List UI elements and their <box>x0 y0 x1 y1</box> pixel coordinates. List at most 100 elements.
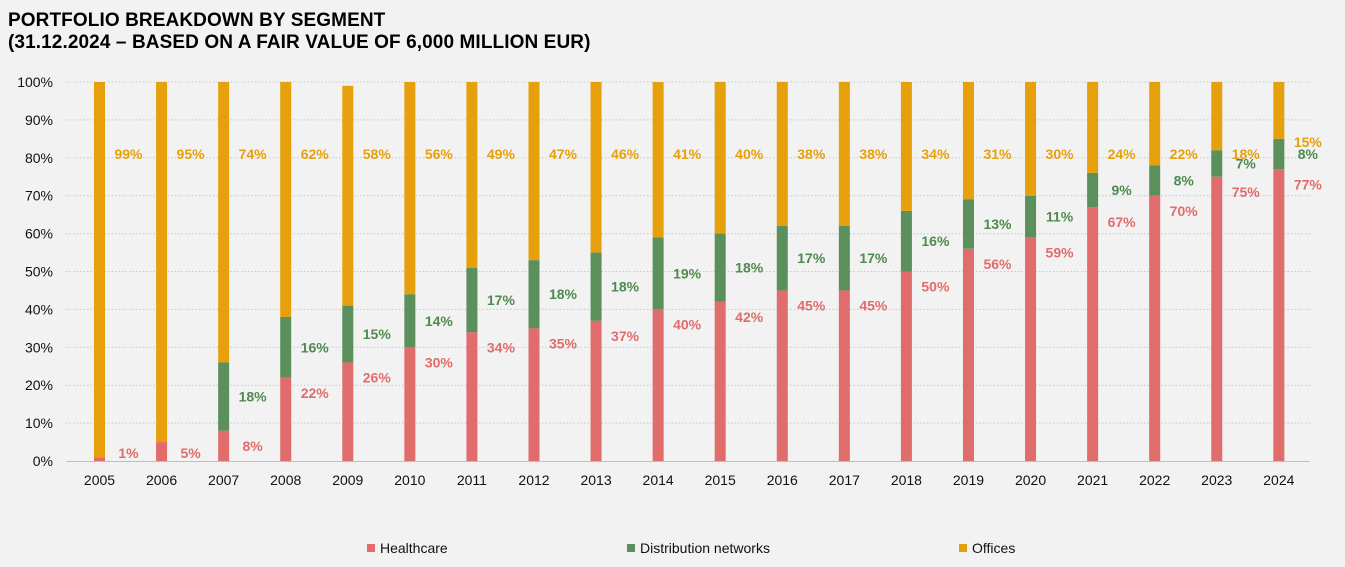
x-tick-label: 2024 <box>1263 472 1294 488</box>
data-label-offices: 22% <box>1170 146 1199 162</box>
bar-offices <box>962 82 974 200</box>
data-label-offices: 34% <box>921 146 950 162</box>
data-label-offices: 40% <box>735 146 764 162</box>
data-label-offices: 74% <box>239 146 268 162</box>
bar-offices <box>1273 82 1285 139</box>
data-label-healthcare: 37% <box>611 328 640 344</box>
data-label-healthcare: 1% <box>118 445 139 461</box>
bar-distribution <box>900 210 912 272</box>
bar-offices <box>94 82 105 458</box>
bar-distribution <box>714 233 726 302</box>
bar-offices <box>342 85 354 306</box>
data-label-offices: 24% <box>1108 146 1137 162</box>
data-label-distribution: 17% <box>859 250 888 266</box>
bar-offices <box>714 82 726 234</box>
y-tick-label: 50% <box>25 264 53 280</box>
x-tick-label: 2006 <box>146 472 177 488</box>
x-tick-label: 2023 <box>1201 472 1232 488</box>
data-label-distribution: 18% <box>611 279 640 295</box>
data-label-healthcare: 26% <box>363 370 392 386</box>
x-tick-label: 2009 <box>332 472 363 488</box>
bar-healthcare <box>900 271 912 461</box>
y-tick-label: 100% <box>17 74 53 90</box>
bar-distribution <box>590 252 602 321</box>
x-tick-label: 2010 <box>394 472 425 488</box>
data-label-healthcare: 34% <box>487 339 516 355</box>
x-tick-label: 2020 <box>1015 472 1046 488</box>
legend-label-offices: Offices <box>972 540 1016 556</box>
data-label-offices: 46% <box>611 146 640 162</box>
legend-swatch-distribution <box>627 544 635 552</box>
x-tick-label: 2011 <box>457 472 487 488</box>
bar-offices <box>590 82 602 253</box>
bar-distribution <box>218 362 230 431</box>
bar-healthcare <box>776 290 788 461</box>
bar-healthcare <box>714 301 726 461</box>
bar-healthcare <box>838 290 850 461</box>
legend-label-healthcare: Healthcare <box>380 540 448 556</box>
data-label-distribution: 18% <box>239 389 268 405</box>
bar-offices <box>1025 82 1037 196</box>
x-tick-label: 2021 <box>1077 472 1108 488</box>
bar-healthcare <box>280 377 292 461</box>
bar-distribution <box>1211 150 1223 177</box>
x-tick-label: 2015 <box>705 472 736 488</box>
data-label-offices: 99% <box>114 146 143 162</box>
data-label-healthcare: 22% <box>301 385 330 401</box>
bar-offices <box>776 82 788 227</box>
x-tick-label: 2017 <box>829 472 860 488</box>
data-label-healthcare: 75% <box>1232 184 1261 200</box>
data-label-distribution: 19% <box>673 265 702 281</box>
data-label-distribution: 15% <box>363 326 392 342</box>
data-label-distribution: 18% <box>735 260 764 276</box>
bar-distribution <box>1273 138 1285 170</box>
bar-distribution <box>1025 195 1037 238</box>
data-label-offices: 62% <box>301 146 330 162</box>
data-label-offices: 47% <box>549 146 578 162</box>
y-tick-label: 40% <box>25 301 53 317</box>
bar-offices <box>528 82 540 261</box>
legend-item-healthcare: Healthcare <box>367 540 448 556</box>
x-tick-label: 2008 <box>270 472 301 488</box>
y-tick-label: 0% <box>33 453 53 469</box>
y-tick-label: 20% <box>25 377 53 393</box>
legend-item-offices: Offices <box>959 540 1015 556</box>
bar-distribution <box>1087 172 1099 208</box>
x-tick-label: 2016 <box>767 472 798 488</box>
data-label-healthcare: 45% <box>859 298 888 314</box>
bar-healthcare <box>156 442 168 461</box>
bar-healthcare <box>342 362 354 461</box>
data-label-healthcare: 5% <box>180 445 201 461</box>
x-tick-label: 2013 <box>580 472 611 488</box>
data-label-distribution: 8% <box>1298 146 1319 162</box>
bar-distribution <box>280 316 292 378</box>
bar-healthcare <box>1025 237 1037 461</box>
data-label-offices: 95% <box>177 146 206 162</box>
bar-offices <box>466 82 478 268</box>
x-tick-label: 2022 <box>1139 472 1170 488</box>
bar-healthcare <box>652 309 664 461</box>
data-label-distribution: 14% <box>425 313 454 329</box>
data-label-healthcare: 8% <box>243 438 264 454</box>
chart-title: PORTFOLIO BREAKDOWN BY SEGMENT (31.12.20… <box>8 10 591 54</box>
bar-distribution <box>962 199 974 249</box>
bar-healthcare <box>528 328 540 461</box>
data-label-distribution: 7% <box>1236 155 1257 171</box>
bar-offices <box>1149 82 1161 166</box>
bar-offices <box>900 82 912 211</box>
legend-swatch-offices <box>959 544 967 552</box>
data-label-distribution: 16% <box>301 339 330 355</box>
y-tick-label: 30% <box>25 339 53 355</box>
chart-legend: Healthcare Distribution networks Offices <box>0 540 1345 560</box>
data-label-distribution: 11% <box>1046 209 1074 225</box>
data-label-distribution: 13% <box>983 216 1012 232</box>
data-label-offices: 56% <box>425 146 454 162</box>
data-label-healthcare: 40% <box>673 317 702 333</box>
data-label-offices: 49% <box>487 146 516 162</box>
data-label-offices: 31% <box>983 146 1012 162</box>
bar-healthcare <box>1149 195 1161 461</box>
bar-distribution <box>404 294 416 348</box>
bar-distribution <box>1149 165 1161 196</box>
bar-healthcare <box>1211 176 1223 461</box>
